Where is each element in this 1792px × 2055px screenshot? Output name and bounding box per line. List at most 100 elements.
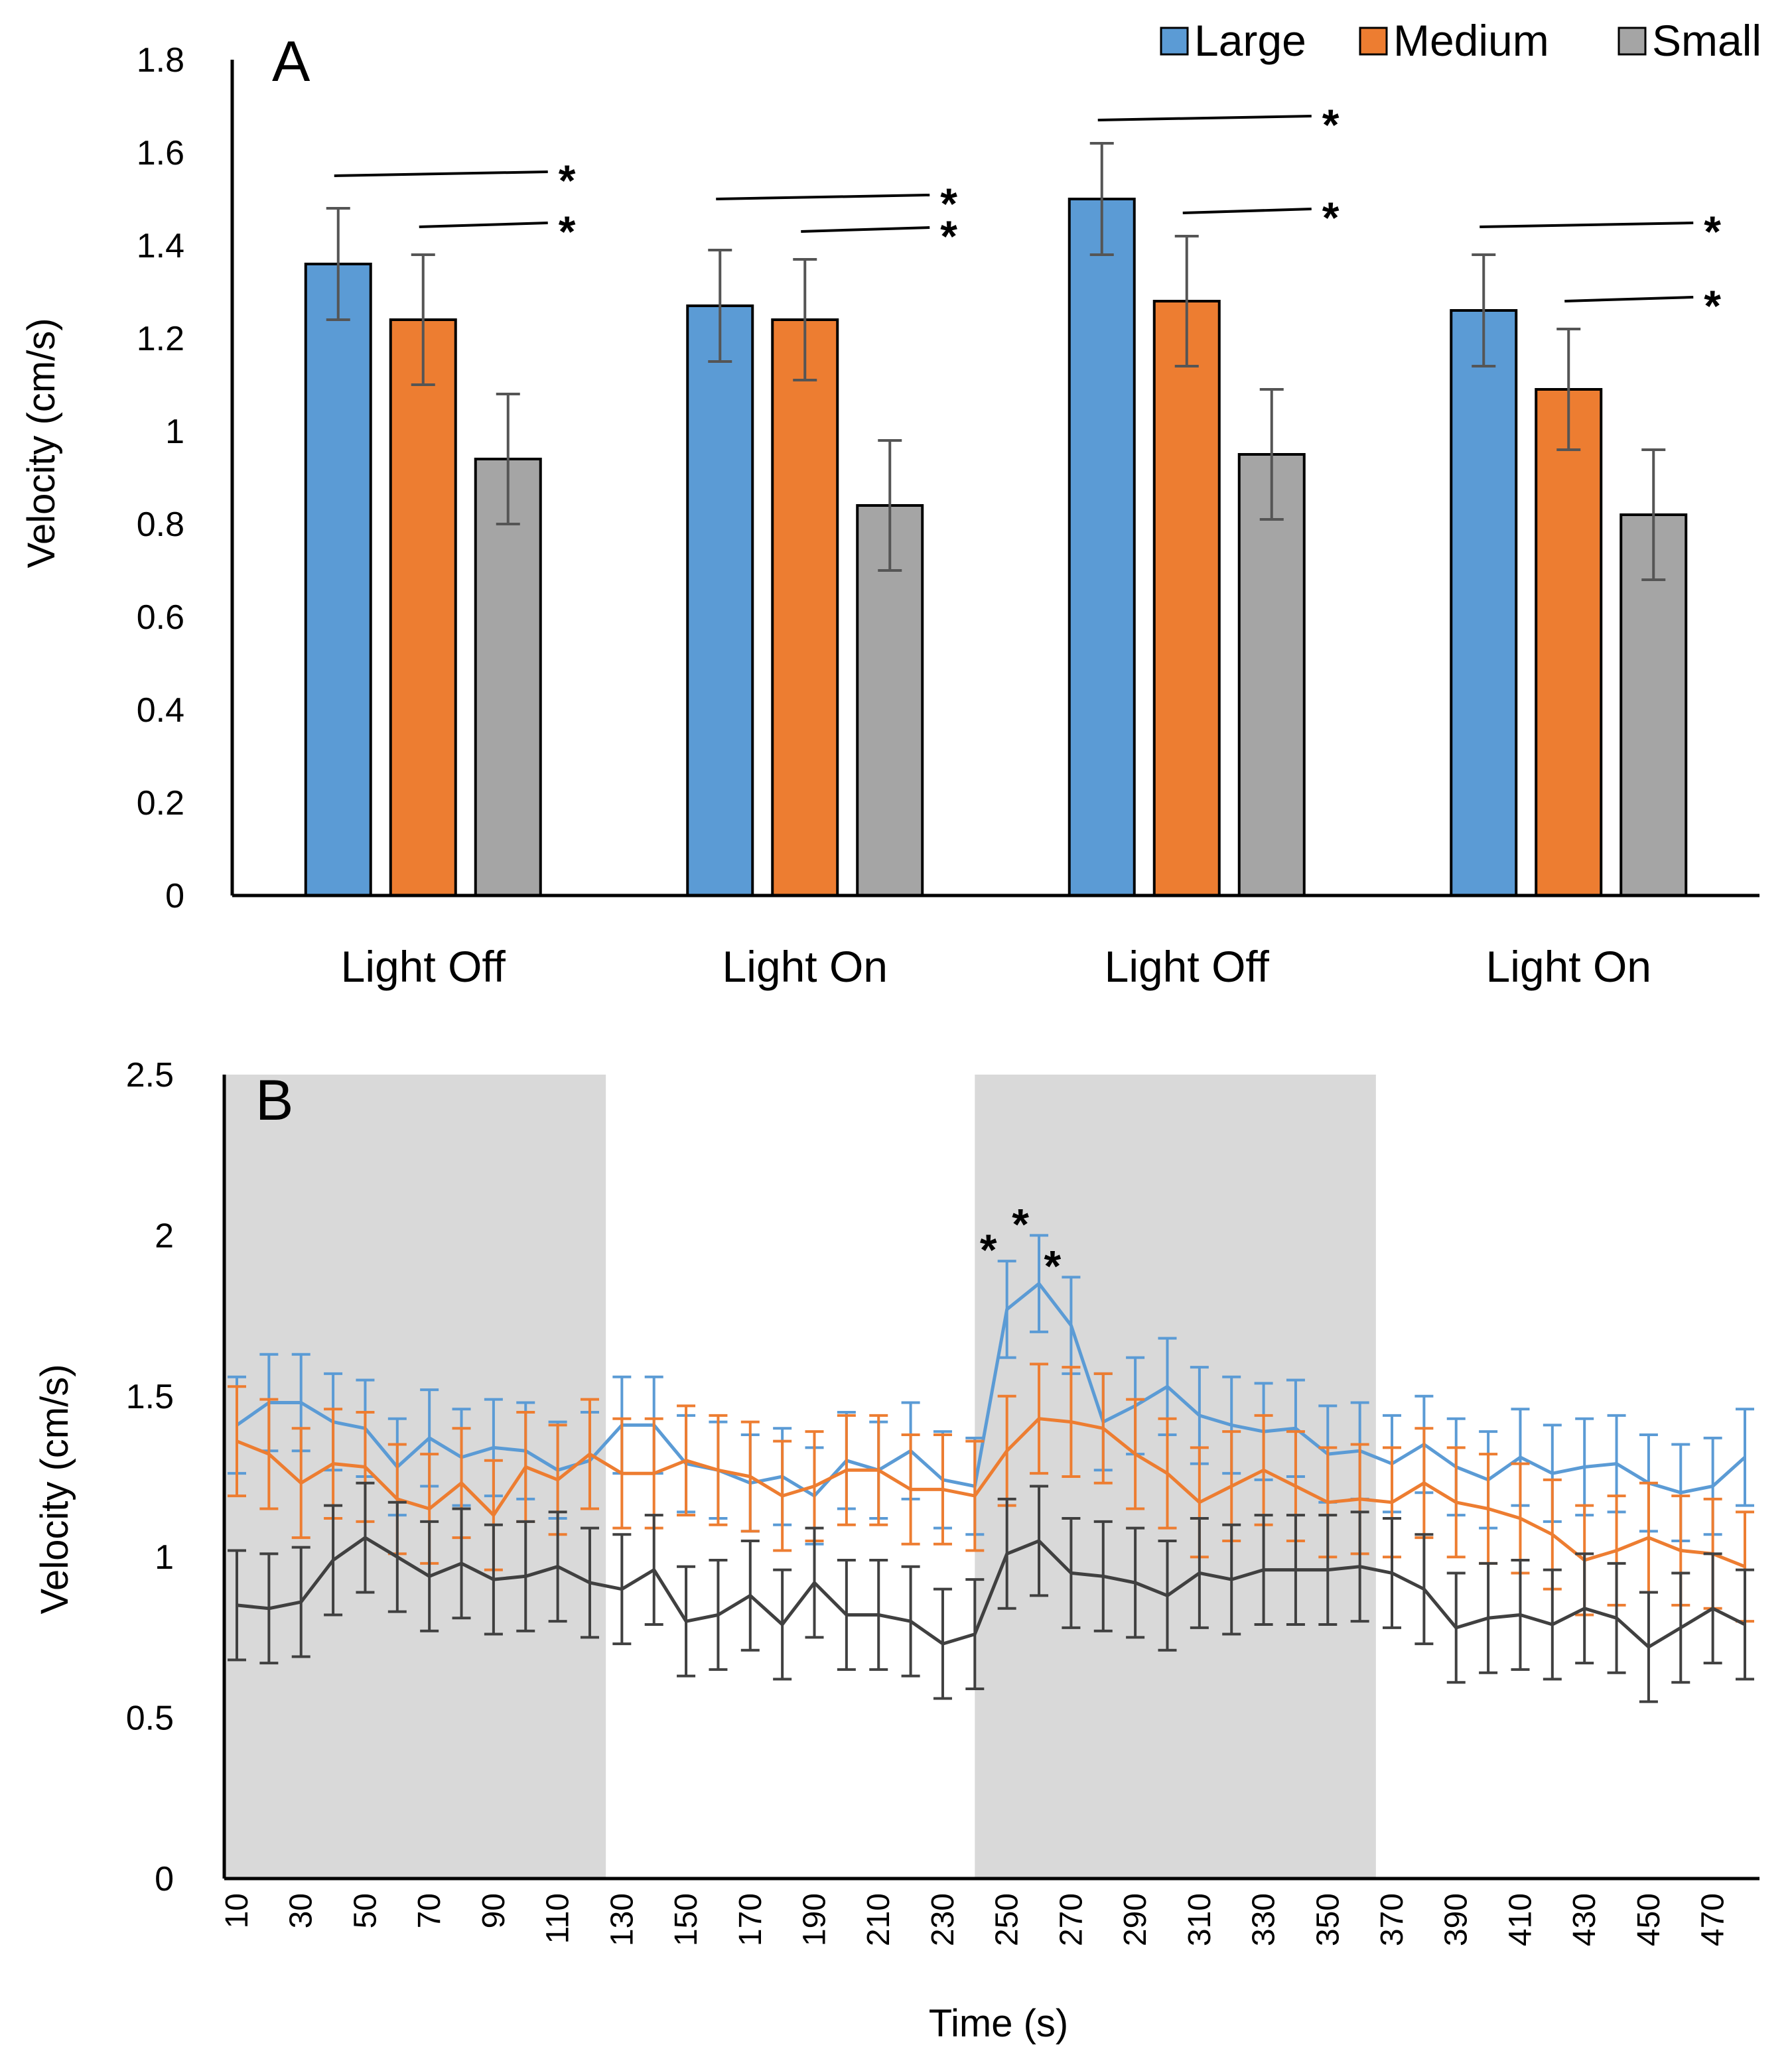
- panel-b-x-tick-label: 370: [1375, 1893, 1410, 1946]
- panel-a-y-tick-label: 0.6: [137, 598, 184, 637]
- panel-b-x-tick-label: 290: [1118, 1893, 1153, 1946]
- significance-line: [1097, 115, 1312, 121]
- panel-b-x-tick-label: 330: [1247, 1893, 1282, 1946]
- panel-b-x-tick-label: 110: [541, 1893, 576, 1944]
- panel-b-x-tick-label: 430: [1567, 1893, 1602, 1946]
- panel-b-significance-markers: * * *: [980, 1199, 1062, 1290]
- significance-line: [1182, 208, 1312, 214]
- significance-star: *: [559, 207, 576, 256]
- panel-b-y-tick-label: 1.5: [126, 1378, 174, 1416]
- bar-medium-3: [1535, 388, 1603, 897]
- significance-star: *: [559, 156, 576, 205]
- panel-b-y-axis-title: Velocity (cm/s): [33, 1364, 76, 1614]
- category-label: Light On: [1486, 942, 1652, 991]
- category-label: Light Off: [1105, 942, 1270, 991]
- panel-b-light-off-shading: [224, 1075, 1376, 1879]
- significance-line: [1480, 222, 1694, 228]
- panel-b-x-tick-label: 230: [926, 1893, 961, 1946]
- panel-a-y-tick-label: 1.4: [137, 227, 184, 265]
- significance-star: *: [1012, 1199, 1029, 1248]
- legend: Large Medium Small: [1160, 16, 1761, 65]
- significance-star: *: [940, 212, 957, 261]
- significance-star: *: [1704, 281, 1721, 330]
- panel-b-y-tick-label: 0.5: [126, 1699, 174, 1738]
- category-label: Light Off: [341, 942, 506, 991]
- panel-a-y-tick-label: 0.8: [137, 505, 184, 544]
- panel-b-x-tick-label: 10: [220, 1893, 255, 1928]
- panel-b-x-tick-label: 30: [284, 1893, 319, 1928]
- panel-b-x-tick-label: 190: [797, 1893, 833, 1946]
- panel-b-series: [228, 1234, 1754, 1703]
- panel-b-x-tick-label: 250: [990, 1893, 1025, 1946]
- panel-b-x-tick-label: 130: [604, 1893, 640, 1946]
- panel-b-x-tick-label: 450: [1631, 1893, 1667, 1946]
- panel-b-line-chart: B Velocity (cm/s) 0 0.5 1 1.5 2 2.5 * * * 10 30 5…: [33, 1056, 1759, 2045]
- panel-a-y-tick-label: 0: [165, 877, 184, 915]
- panel-a-significance-markers: ****** **: [334, 100, 1721, 330]
- panel-b-x-tick-label: 390: [1439, 1893, 1474, 1946]
- bar-medium-1: [771, 318, 839, 897]
- panel-a-y-tick-label: 1.2: [137, 320, 184, 358]
- panel-a-y-tick-labels: 0 0.2 0.4 0.6 0.8 1 1.2 1.4 1.6 1.8: [137, 41, 184, 915]
- significance-line: [1564, 296, 1694, 302]
- panel-a-y-tick-label: 1.6: [137, 134, 184, 172]
- legend-swatch-medium: [1359, 27, 1388, 56]
- panel-b-y-tick-label: 2.5: [126, 1056, 174, 1094]
- panel-b-x-tick-label: 470: [1696, 1893, 1731, 1946]
- panel-a-error-bars: [326, 142, 1666, 581]
- series-medium: [228, 1362, 1754, 1623]
- panel-a-y-tick-label: 1: [165, 413, 184, 451]
- bar-large-1: [686, 304, 754, 897]
- panel-b-x-tick-label: 310: [1182, 1893, 1217, 1946]
- significance-star: *: [1704, 207, 1721, 256]
- panel-b-y-tick-label: 2: [155, 1217, 174, 1255]
- panel-b-x-axis-title: Time (s): [929, 2002, 1068, 2045]
- panel-a-letter: A: [272, 30, 310, 94]
- panel-b-x-tick-label: 350: [1310, 1893, 1345, 1946]
- series-small: [228, 1481, 1754, 1703]
- panel-a-bars: [304, 198, 1688, 897]
- legend-swatch-small: [1618, 27, 1647, 56]
- legend-label-large: Large: [1194, 16, 1306, 65]
- bar-small-0: [474, 458, 542, 897]
- panel-a-category-labels: Light Off Light On Light Off Light On: [341, 942, 1651, 991]
- panel-b-x-tick-label: 90: [476, 1893, 512, 1928]
- panel-a-y-tick-label: 1.8: [137, 41, 184, 80]
- panel-a-bar-chart: A Velocity (cm/s) 0 0.2 0.4 0.6 0.8 1 1.2 1.4 1.…: [20, 16, 1761, 991]
- panel-a-y-tick-label: 0.2: [137, 784, 184, 823]
- significance-star: *: [1322, 100, 1340, 149]
- panel-b-y-tick-label: 0: [155, 1860, 174, 1898]
- panel-b-x-tick-label: 210: [861, 1893, 896, 1946]
- significance-line: [419, 222, 548, 228]
- panel-b-letter: B: [255, 1069, 293, 1132]
- panel-b-x-tick-label: 270: [1054, 1893, 1089, 1946]
- legend-swatch-large: [1160, 27, 1189, 56]
- significance-line: [334, 170, 548, 177]
- bar-small-3: [1620, 513, 1688, 897]
- panel-a-y-axis-title: Velocity (cm/s): [20, 318, 63, 568]
- bar-large-2: [1068, 198, 1136, 897]
- bar-medium-2: [1152, 300, 1221, 897]
- significance-star: *: [940, 179, 957, 228]
- panel-b-x-tick-label: 150: [669, 1893, 704, 1946]
- bar-medium-0: [389, 318, 457, 897]
- significance-star: *: [980, 1225, 997, 1274]
- significance-star: *: [1322, 193, 1340, 242]
- panel-b-x-tick-label: 70: [412, 1893, 447, 1928]
- panel-b-x-tick-label: 170: [733, 1893, 768, 1946]
- series-line-medium: [236, 1417, 1746, 1569]
- legend-label-medium: Medium: [1393, 16, 1549, 65]
- light-off-region: [224, 1075, 606, 1879]
- bar-large-3: [1450, 309, 1518, 897]
- series-line-small: [236, 1536, 1746, 1649]
- legend-label-small: Small: [1652, 16, 1761, 65]
- significance-star: *: [1044, 1241, 1062, 1290]
- panel-b-y-tick-label: 1: [155, 1538, 174, 1577]
- series-line-large: [236, 1282, 1746, 1498]
- significance-line: [716, 194, 930, 200]
- panel-b-x-tick-labels: 10 30 50 70 90 110 130 150 170 190 210 230 250 270 290…: [220, 1893, 1731, 1946]
- panel-b-y-tick-labels: 0 0.5 1 1.5 2 2.5: [126, 1056, 174, 1898]
- bar-large-0: [304, 263, 372, 897]
- panel-a-y-tick-label: 0.4: [137, 691, 184, 730]
